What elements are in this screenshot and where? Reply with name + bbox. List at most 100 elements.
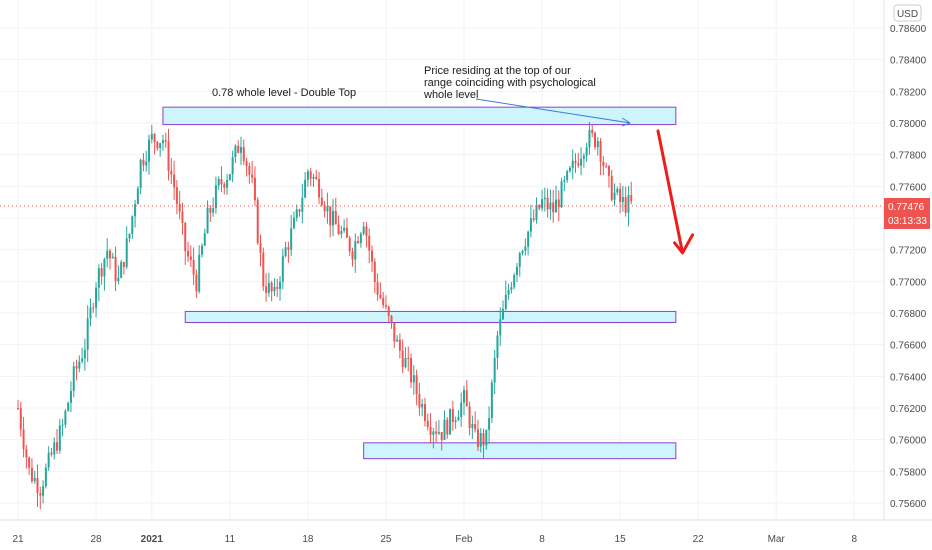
candle-down — [259, 243, 262, 253]
candle-up — [136, 188, 139, 205]
time-axis: 21 28 2021 11 18 25 Feb 8 15 22 Mar 8 — [12, 534, 857, 545]
candle-down — [175, 187, 178, 205]
candle-down — [577, 163, 580, 166]
candle-up — [616, 188, 619, 193]
candle-up — [83, 349, 86, 359]
candle-up — [145, 161, 148, 166]
candle-up — [58, 425, 61, 451]
candle-down — [329, 206, 332, 226]
candle-up — [279, 281, 282, 289]
candle-up — [134, 204, 137, 217]
candle-up — [502, 308, 505, 320]
candle-up — [510, 287, 513, 290]
candle-up — [198, 254, 201, 292]
candle-up — [485, 429, 488, 446]
candle-up — [566, 171, 569, 180]
annotation-double-top: 0.78 whole level - Double Top — [212, 87, 356, 99]
candle-up — [527, 231, 530, 247]
candle-down — [114, 256, 117, 282]
candle-up — [72, 366, 75, 391]
candle-down — [262, 252, 265, 287]
candle-down — [371, 250, 374, 262]
y-tick-label: 0.77200 — [890, 246, 927, 257]
candle-up — [437, 432, 440, 434]
candle-up — [524, 246, 527, 251]
candle-down — [401, 350, 404, 368]
candle-up — [359, 233, 362, 243]
candle-up — [64, 410, 67, 425]
candle-down — [474, 424, 477, 430]
candle-up — [89, 307, 92, 319]
candle-up — [331, 210, 334, 226]
candle-up — [304, 179, 307, 198]
candle-up — [125, 238, 128, 267]
candle-up — [449, 408, 452, 435]
candle-up — [231, 157, 234, 175]
candle-down — [446, 419, 449, 435]
candle-down — [337, 224, 340, 235]
y-tick-label: 0.76800 — [890, 309, 927, 320]
y-tick-label: 0.78400 — [890, 56, 927, 67]
candle-down — [390, 315, 393, 324]
candle-down — [605, 165, 608, 167]
y-tick-label: 0.77600 — [890, 182, 927, 193]
candle-up — [214, 185, 217, 209]
annotation-line: whole level — [423, 89, 478, 101]
candle-up — [161, 140, 164, 144]
candle-down — [248, 166, 251, 175]
annotation-line: range coinciding with psychological — [424, 77, 596, 89]
candle-up — [554, 199, 557, 213]
y-tick-label: 0.77800 — [890, 151, 927, 162]
candle-up — [226, 179, 229, 188]
x-tick-label: 28 — [90, 534, 102, 545]
candle-up — [412, 375, 415, 383]
candle-down — [607, 166, 610, 176]
candle-down — [50, 452, 53, 455]
candle-up — [139, 159, 142, 189]
candle-down — [368, 235, 371, 251]
candle-up — [86, 318, 89, 350]
candle-up — [515, 266, 518, 276]
candle-up — [61, 424, 64, 426]
top-resistance-zone — [162, 106, 677, 126]
projection-line — [656, 129, 685, 255]
candle-down — [345, 227, 348, 238]
candle-down — [315, 176, 318, 179]
candle-down — [298, 209, 301, 212]
candle-down — [209, 207, 212, 213]
candle-down — [195, 274, 198, 292]
y-tick-label: 0.76000 — [890, 436, 927, 447]
candle-up — [563, 179, 566, 182]
candle-up — [568, 167, 571, 172]
current-price-label: 0.77476 03:13:33 — [884, 197, 930, 229]
candle-down — [546, 197, 549, 210]
candle-up — [496, 335, 499, 358]
currency-box — [893, 4, 922, 22]
candle-down — [334, 210, 337, 225]
candle-up — [627, 195, 630, 213]
candle-down — [170, 171, 173, 175]
candle-down — [376, 282, 379, 295]
candle-up — [326, 206, 329, 212]
candle-down — [287, 247, 290, 250]
y-tick-label: 0.78200 — [890, 87, 927, 98]
candle-down — [365, 226, 368, 236]
candle-up — [67, 402, 70, 411]
candle-up — [396, 339, 399, 342]
candle-down — [410, 358, 413, 383]
currency-badge[interactable]: USD — [893, 4, 922, 22]
candle-down — [153, 134, 156, 142]
bottom-support-zone — [363, 442, 677, 460]
candle-down — [253, 177, 256, 201]
candle-down — [423, 404, 426, 422]
candle-down — [440, 432, 443, 440]
candle-up — [312, 176, 315, 179]
candle-down — [318, 178, 321, 198]
candle-down — [557, 199, 560, 208]
candle-down — [476, 429, 479, 447]
candle-up — [460, 402, 463, 418]
candle-down — [276, 286, 279, 289]
candle-up — [306, 171, 309, 180]
candle-up — [362, 226, 365, 234]
candle-down — [379, 294, 382, 299]
